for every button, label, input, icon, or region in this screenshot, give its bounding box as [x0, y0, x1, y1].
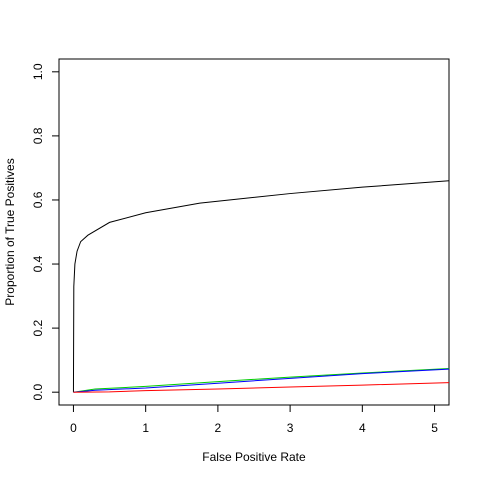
plot-frame: [58, 58, 450, 406]
series-layer: [72, 180, 450, 393]
x-tick-label: 2: [215, 421, 222, 435]
x-axis-label: False Positive Rate: [202, 450, 306, 464]
x-tick-label: 3: [287, 421, 294, 435]
y-tick-label: 0.4: [31, 255, 45, 272]
y-tick-label: 0.0: [31, 384, 45, 401]
x-axis: 0 1 2 3 4 5: [70, 404, 438, 435]
x-tick-label: 5: [431, 421, 438, 435]
y-tick-label: 1.0: [31, 63, 45, 80]
series-line-2: [73, 367, 450, 393]
y-tick-label: 0.2: [31, 319, 45, 336]
y-tick-label: 0.6: [31, 191, 45, 208]
x-tick-label: 1: [142, 421, 149, 435]
series-line-3: [73, 368, 450, 393]
series-line-4: [73, 382, 450, 393]
y-tick-label: 0.8: [31, 127, 45, 144]
x-tick-label: 0: [70, 421, 77, 435]
x-tick-label: 4: [359, 421, 366, 435]
y-axis: 0.0 0.2 0.4 0.6 0.8 1.0: [31, 63, 60, 401]
series-line-1: [72, 180, 450, 393]
y-axis-label: Proportion of True Positives: [3, 158, 17, 305]
